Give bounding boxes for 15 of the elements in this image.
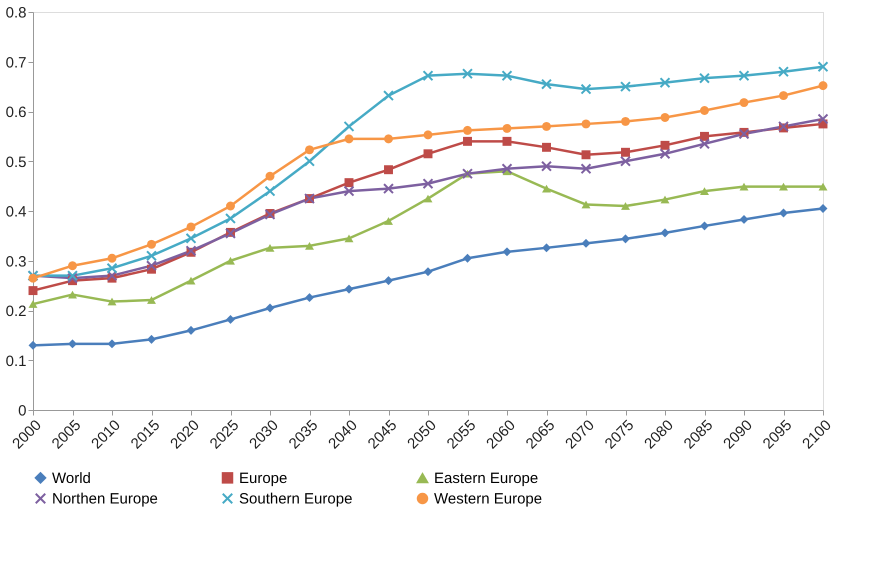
y-tick-label: 0.5 bbox=[6, 154, 26, 171]
y-tick-label: 0.7 bbox=[6, 54, 26, 72]
legend-label: Eastern Europe bbox=[434, 470, 538, 488]
y-tick-label: 0 bbox=[18, 402, 26, 420]
y-tick-label: 0.1 bbox=[6, 352, 26, 370]
legend-label: World bbox=[52, 470, 91, 487]
y-tick-label: 0.4 bbox=[6, 204, 26, 220]
y-tick-label: 0.3 bbox=[6, 253, 26, 270]
legend-label: Southern Europe bbox=[239, 490, 352, 508]
y-tick-label: 0.8 bbox=[6, 4, 26, 22]
y-tick-label: 0.6 bbox=[6, 104, 26, 121]
legend-label: Europe bbox=[239, 470, 288, 487]
legend-label: Western Europe bbox=[434, 490, 542, 508]
legend-label: Northen Europe bbox=[52, 490, 158, 508]
y-tick-label: 0.2 bbox=[6, 303, 26, 320]
